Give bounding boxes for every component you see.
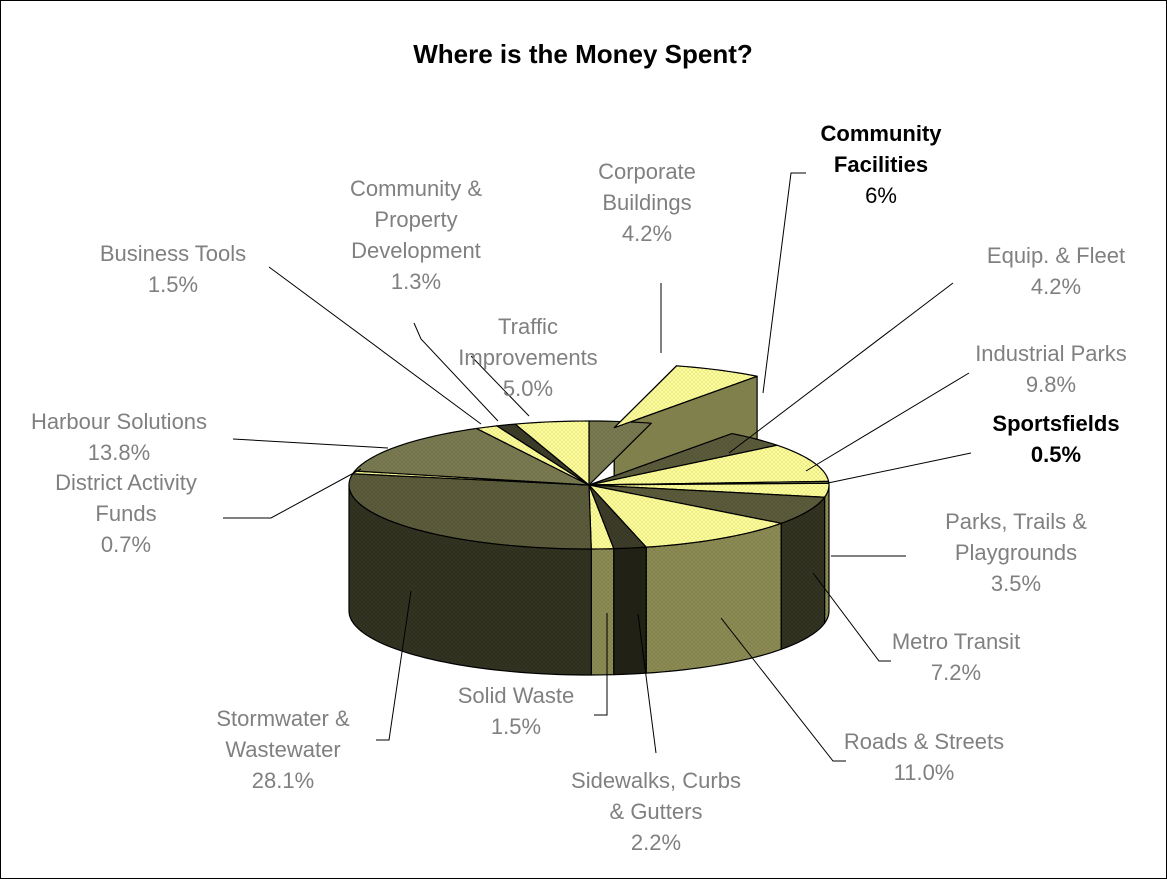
chart-title: Where is the Money Spent?: [413, 39, 753, 69]
slice-value-solid: 1.5%: [491, 714, 541, 739]
slice-texture-community-facilities: [614, 365, 758, 428]
slice-texture-community-property: [496, 424, 589, 485]
slice-value-equip: 4.2%: [1031, 274, 1081, 299]
leader-line-harbour: [232, 438, 389, 449]
slice-label-roads: Roads & Streets 11.0%: [844, 729, 1004, 785]
slice-label-parks: Parks, Trails & Playgrounds 3.5%: [945, 509, 1087, 596]
slice-value-roads: 11.0%: [894, 760, 955, 785]
slice-texture-harbour: [354, 428, 589, 485]
slice-label-solid: Solid Waste 1.5%: [458, 683, 575, 739]
slice-name-line-sportsfields: Sportsfields: [992, 411, 1119, 436]
slice-name-line-community-facilities: Community: [821, 121, 943, 146]
slice-label-business: Business Tools 1.5%: [100, 241, 246, 297]
leader-line-business: [268, 266, 482, 425]
slice-texture-business: [476, 425, 589, 485]
slice-side-texture-sidewalks: [613, 547, 647, 675]
slice-label-industrial: Industrial Parks 9.8%: [975, 341, 1127, 397]
slice-value-traffic: 5.0%: [503, 376, 553, 401]
leader-line-equip: [728, 282, 954, 454]
slice-side-texture-parks: [824, 485, 829, 624]
slice-label-stormwater: Stormwater & Wastewater 28.1%: [216, 706, 350, 793]
slice-label-district: District Activity Funds 0.7%: [55, 470, 197, 557]
leader-line-district: [223, 468, 362, 519]
slice-name-line-roads: Roads & Streets: [844, 729, 1004, 754]
slice-value-business: 1.5%: [148, 272, 198, 297]
leader-line-roads: [720, 617, 846, 762]
slice-value-industrial: 9.8%: [1026, 372, 1076, 397]
leader-lines: [223, 172, 972, 762]
slice-name-line-district: Funds: [95, 501, 156, 526]
leader-line-solid: [594, 613, 608, 716]
slice-value-district: 0.7%: [101, 532, 151, 557]
slice-texture-equip: [589, 433, 778, 485]
slice-name-line-parks: Playgrounds: [955, 540, 1077, 565]
leader-line-stormwater: [376, 590, 412, 741]
slice-value-parks: 3.5%: [991, 571, 1041, 596]
slice-side-texture-roads: [646, 523, 782, 674]
slice-name-line-community-property: Community &: [350, 176, 482, 201]
slice-value-sportsfields: 0.5%: [1031, 442, 1081, 467]
slice-name-line-harbour: Harbour Solutions: [31, 409, 207, 434]
slice-texture-metro: [589, 485, 825, 524]
leader-line-community-property: [413, 322, 499, 422]
slice-label-sportsfields: Sportsfields 0.5%: [992, 411, 1119, 467]
slice-side-texture-stormwater: [349, 485, 592, 675]
slice-label-harbour: Harbour Solutions 13.8%: [31, 409, 207, 465]
slice-name-line-traffic: Improvements: [458, 345, 597, 370]
slice-value-sidewalks: 2.2%: [631, 830, 681, 855]
leader-line-sportsfields: [827, 452, 972, 484]
slice-name-line-sidewalks: Sidewalks, Curbs: [571, 768, 741, 793]
slice-texture-stormwater: [349, 473, 592, 549]
slice-name-line-community-property: Development: [351, 238, 481, 263]
slice-texture-corporate: [589, 421, 652, 485]
slice-value-harbour: 13.8%: [88, 440, 150, 465]
leader-line-traffic: [470, 355, 530, 417]
leader-line-sidewalks: [637, 613, 657, 754]
leader-line-community-facilities: [762, 172, 806, 394]
slice-label-community-property: Community & Property Development 1.3%: [350, 176, 482, 294]
slice-label-metro: Metro Transit 7.2%: [892, 629, 1020, 685]
slice-name-line-equip: Equip. & Fleet: [987, 243, 1125, 268]
slice-texture-industrial: [589, 445, 829, 485]
leader-line-metro: [812, 572, 891, 662]
slice-name-line-community-facilities: Facilities: [834, 152, 928, 177]
slice-side-texture-solid: [591, 548, 614, 675]
slice-value-community-facilities: 6%: [865, 183, 897, 208]
slice-name-line-corporate: Corporate: [598, 159, 696, 184]
slice-label-sidewalks: Sidewalks, Curbs & Gutters 2.2%: [571, 768, 741, 855]
slice-name-line-community-property: Property: [374, 207, 457, 232]
slice-value-corporate: 4.2%: [622, 221, 672, 246]
slice-name-line-stormwater: Wastewater: [225, 737, 340, 762]
slice-label-corporate: Corporate Buildings 4.2%: [598, 159, 696, 246]
slice-texture-solid: [589, 485, 614, 549]
slice-name-line-stormwater: Stormwater &: [216, 706, 350, 731]
slice-label-traffic: Traffic Improvements 5.0%: [458, 314, 597, 401]
slice-value-stormwater: 28.1%: [252, 768, 314, 793]
slice-name-line-industrial: Industrial Parks: [975, 341, 1127, 366]
slice-texture-roads: [589, 485, 782, 548]
slice-texture-traffic: [515, 421, 589, 485]
slice-texture-sidewalks: [589, 485, 647, 549]
slice-value-community-property: 1.3%: [391, 269, 441, 294]
slice-name-line-sidewalks: & Gutters: [610, 799, 703, 824]
slice-label-community-facilities: Community Facilities 6%: [821, 121, 943, 208]
pie-top-faces: [348, 365, 830, 550]
slice-value-metro: 7.2%: [931, 660, 981, 685]
leader-line-industrial: [805, 372, 970, 472]
slice-name-line-corporate: Buildings: [602, 190, 691, 215]
pie-side-walls: [348, 365, 830, 676]
slice-label-equip: Equip. & Fleet 4.2%: [987, 243, 1125, 299]
slice-labels: Corporate Buildings 4.2% Community Facilitie…: [31, 121, 1127, 855]
slice-name-line-solid: Solid Waste: [458, 683, 575, 708]
slice-name-line-district: District Activity: [55, 470, 197, 495]
slice-name-line-parks: Parks, Trails &: [945, 509, 1087, 534]
slice-name-line-metro: Metro Transit: [892, 629, 1020, 654]
slice-side-texture-metro: [781, 497, 825, 650]
slice-name-line-traffic: Traffic: [498, 314, 558, 339]
slice-name-line-business: Business Tools: [100, 241, 246, 266]
